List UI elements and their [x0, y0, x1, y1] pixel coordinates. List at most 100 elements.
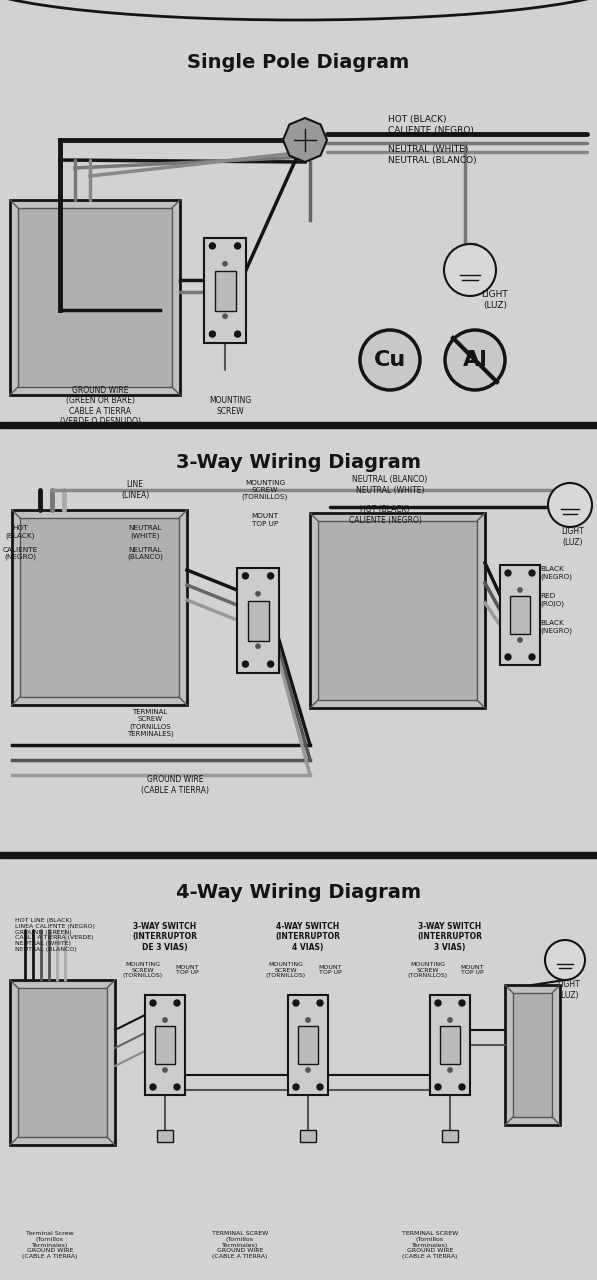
Text: MOUNT
TOP UP: MOUNT TOP UP: [251, 513, 278, 526]
Bar: [310, 513, 485, 708]
Text: MOUNT
TOP UP: MOUNT TOP UP: [460, 965, 484, 975]
Bar: [215, 271, 236, 311]
Text: MOUNTING
SCREW
(TORNILLOS): MOUNTING SCREW (TORNILLOS): [123, 961, 163, 978]
Circle shape: [518, 613, 522, 617]
Circle shape: [150, 1000, 156, 1006]
Text: MOUNT
TOP UP: MOUNT TOP UP: [318, 965, 341, 975]
Text: 3-WAY SWITCH
(INTERRUPTOR
3 VIAS): 3-WAY SWITCH (INTERRUPTOR 3 VIAS): [417, 922, 482, 952]
Circle shape: [174, 1000, 180, 1006]
Circle shape: [505, 570, 511, 576]
Text: Al: Al: [463, 349, 487, 370]
Circle shape: [235, 243, 241, 248]
Text: NEUTRAL (BLANCO)
NEUTRAL (WHITE): NEUTRAL (BLANCO) NEUTRAL (WHITE): [352, 475, 427, 494]
Text: BLACK
(NEGRO): BLACK (NEGRO): [540, 621, 572, 634]
Circle shape: [256, 644, 260, 649]
Circle shape: [459, 1000, 465, 1006]
Text: Terminal Screw
(Tornillos
Terminales)
GROUND WIRE
(CABLE A TIERRA): Terminal Screw (Tornillos Terminales) GR…: [22, 1231, 78, 1260]
Text: 4-WAY SWITCH
(INTERRUPTOR
4 VIAS): 4-WAY SWITCH (INTERRUPTOR 4 VIAS): [275, 922, 340, 952]
Text: 3-WAY SWITCH
(INTERRUPTOR
DE 3 VIAS): 3-WAY SWITCH (INTERRUPTOR DE 3 VIAS): [133, 922, 198, 952]
Circle shape: [518, 588, 522, 593]
Circle shape: [150, 1084, 156, 1091]
Text: Single Pole Diagram: Single Pole Diagram: [187, 52, 410, 72]
Bar: [12, 509, 187, 705]
Bar: [237, 568, 279, 673]
Text: MOUNTING
SCREW
(TORNILLOS): MOUNTING SCREW (TORNILLOS): [408, 961, 448, 978]
Circle shape: [210, 243, 216, 248]
Bar: [442, 1130, 458, 1142]
Text: HOT (BLACK)
CALIENTE (NEGRO): HOT (BLACK) CALIENTE (NEGRO): [388, 115, 474, 134]
Bar: [318, 521, 477, 700]
Text: LIGHT
(LUZ): LIGHT (LUZ): [558, 980, 580, 1000]
Bar: [204, 238, 246, 343]
Circle shape: [174, 1084, 180, 1091]
Circle shape: [210, 332, 216, 337]
Text: HOT
(BLACK)

CALIENTE
(NEGRO): HOT (BLACK) CALIENTE (NEGRO): [2, 526, 38, 561]
Circle shape: [223, 288, 227, 293]
Bar: [513, 993, 552, 1117]
Text: GROUND WIRE
(CABLE A TIERRA): GROUND WIRE (CABLE A TIERRA): [141, 776, 209, 795]
Circle shape: [235, 332, 241, 337]
Circle shape: [545, 940, 585, 980]
Circle shape: [256, 591, 260, 596]
Bar: [18, 207, 172, 387]
Text: MOUNTING
SCREW
(TORNILLOS): MOUNTING SCREW (TORNILLOS): [242, 480, 288, 500]
Circle shape: [162, 1068, 168, 1073]
Bar: [430, 995, 470, 1094]
Circle shape: [445, 330, 505, 390]
Circle shape: [267, 573, 273, 579]
Circle shape: [435, 1084, 441, 1091]
Text: Cu: Cu: [374, 349, 406, 370]
Text: TERMINAL SCREW
(Tornillos
Terminales)
GROUND WIRE
(CABLE A TIERRA): TERMINAL SCREW (Tornillos Terminales) GR…: [402, 1231, 458, 1260]
Circle shape: [317, 1000, 323, 1006]
Bar: [18, 988, 107, 1137]
Circle shape: [317, 1084, 323, 1091]
Circle shape: [256, 617, 260, 622]
Circle shape: [548, 483, 592, 527]
Bar: [157, 1130, 173, 1142]
Bar: [248, 602, 269, 641]
Circle shape: [505, 654, 511, 660]
Circle shape: [267, 660, 273, 667]
Text: LIGHT
(LUZ): LIGHT (LUZ): [562, 527, 584, 547]
Circle shape: [242, 660, 248, 667]
Bar: [440, 1027, 460, 1064]
Circle shape: [223, 261, 227, 266]
Text: MOUNTING
SCREW: MOUNTING SCREW: [209, 397, 251, 416]
Polygon shape: [283, 118, 327, 163]
Bar: [505, 986, 560, 1125]
Text: LINE
(LINEA): LINE (LINEA): [121, 480, 149, 499]
Text: BLACK
(NEGRO): BLACK (NEGRO): [540, 566, 572, 580]
Text: NEUTRAL
(WHITE)

NEUTRAL
(BLANCO): NEUTRAL (WHITE) NEUTRAL (BLANCO): [127, 526, 163, 561]
Text: LIGHT
(LUZ): LIGHT (LUZ): [482, 291, 509, 310]
Text: 4-Way Wiring Diagram: 4-Way Wiring Diagram: [176, 883, 421, 902]
Circle shape: [306, 1018, 310, 1023]
Circle shape: [242, 573, 248, 579]
Circle shape: [518, 637, 522, 643]
Bar: [288, 995, 328, 1094]
Text: 3-Way Wiring Diagram: 3-Way Wiring Diagram: [176, 453, 421, 472]
Circle shape: [306, 1068, 310, 1073]
Circle shape: [293, 1000, 299, 1006]
Circle shape: [223, 314, 227, 319]
Circle shape: [162, 1018, 168, 1023]
Circle shape: [448, 1042, 453, 1047]
Circle shape: [435, 1000, 441, 1006]
Text: MOUNT
TOP UP: MOUNT TOP UP: [176, 965, 199, 975]
Bar: [510, 596, 530, 634]
Bar: [500, 564, 540, 666]
Circle shape: [529, 570, 535, 576]
Circle shape: [306, 1042, 310, 1047]
Bar: [298, 1027, 318, 1064]
Circle shape: [293, 1084, 299, 1091]
Circle shape: [448, 1018, 453, 1023]
Circle shape: [459, 1084, 465, 1091]
Circle shape: [444, 244, 496, 296]
Text: TERMINAL
SCREW
(TORNILLOS
TERMINALES): TERMINAL SCREW (TORNILLOS TERMINALES): [127, 709, 173, 737]
Bar: [10, 200, 180, 396]
Circle shape: [162, 1042, 168, 1047]
Circle shape: [360, 330, 420, 390]
Text: GROUND WIRE
(GREEN OR BARE)
CABLE A TIERRA
(VERDE O DESNUDO): GROUND WIRE (GREEN OR BARE) CABLE A TIER…: [60, 385, 140, 426]
Bar: [20, 518, 179, 698]
Text: HOT LINE (BLACK)
LINEA CALIFNTE (NEGRO)
GROUND (GREEN)
CABLE A TIERRA (VERDE)
NE: HOT LINE (BLACK) LINEA CALIFNTE (NEGRO) …: [15, 918, 95, 952]
Circle shape: [529, 654, 535, 660]
